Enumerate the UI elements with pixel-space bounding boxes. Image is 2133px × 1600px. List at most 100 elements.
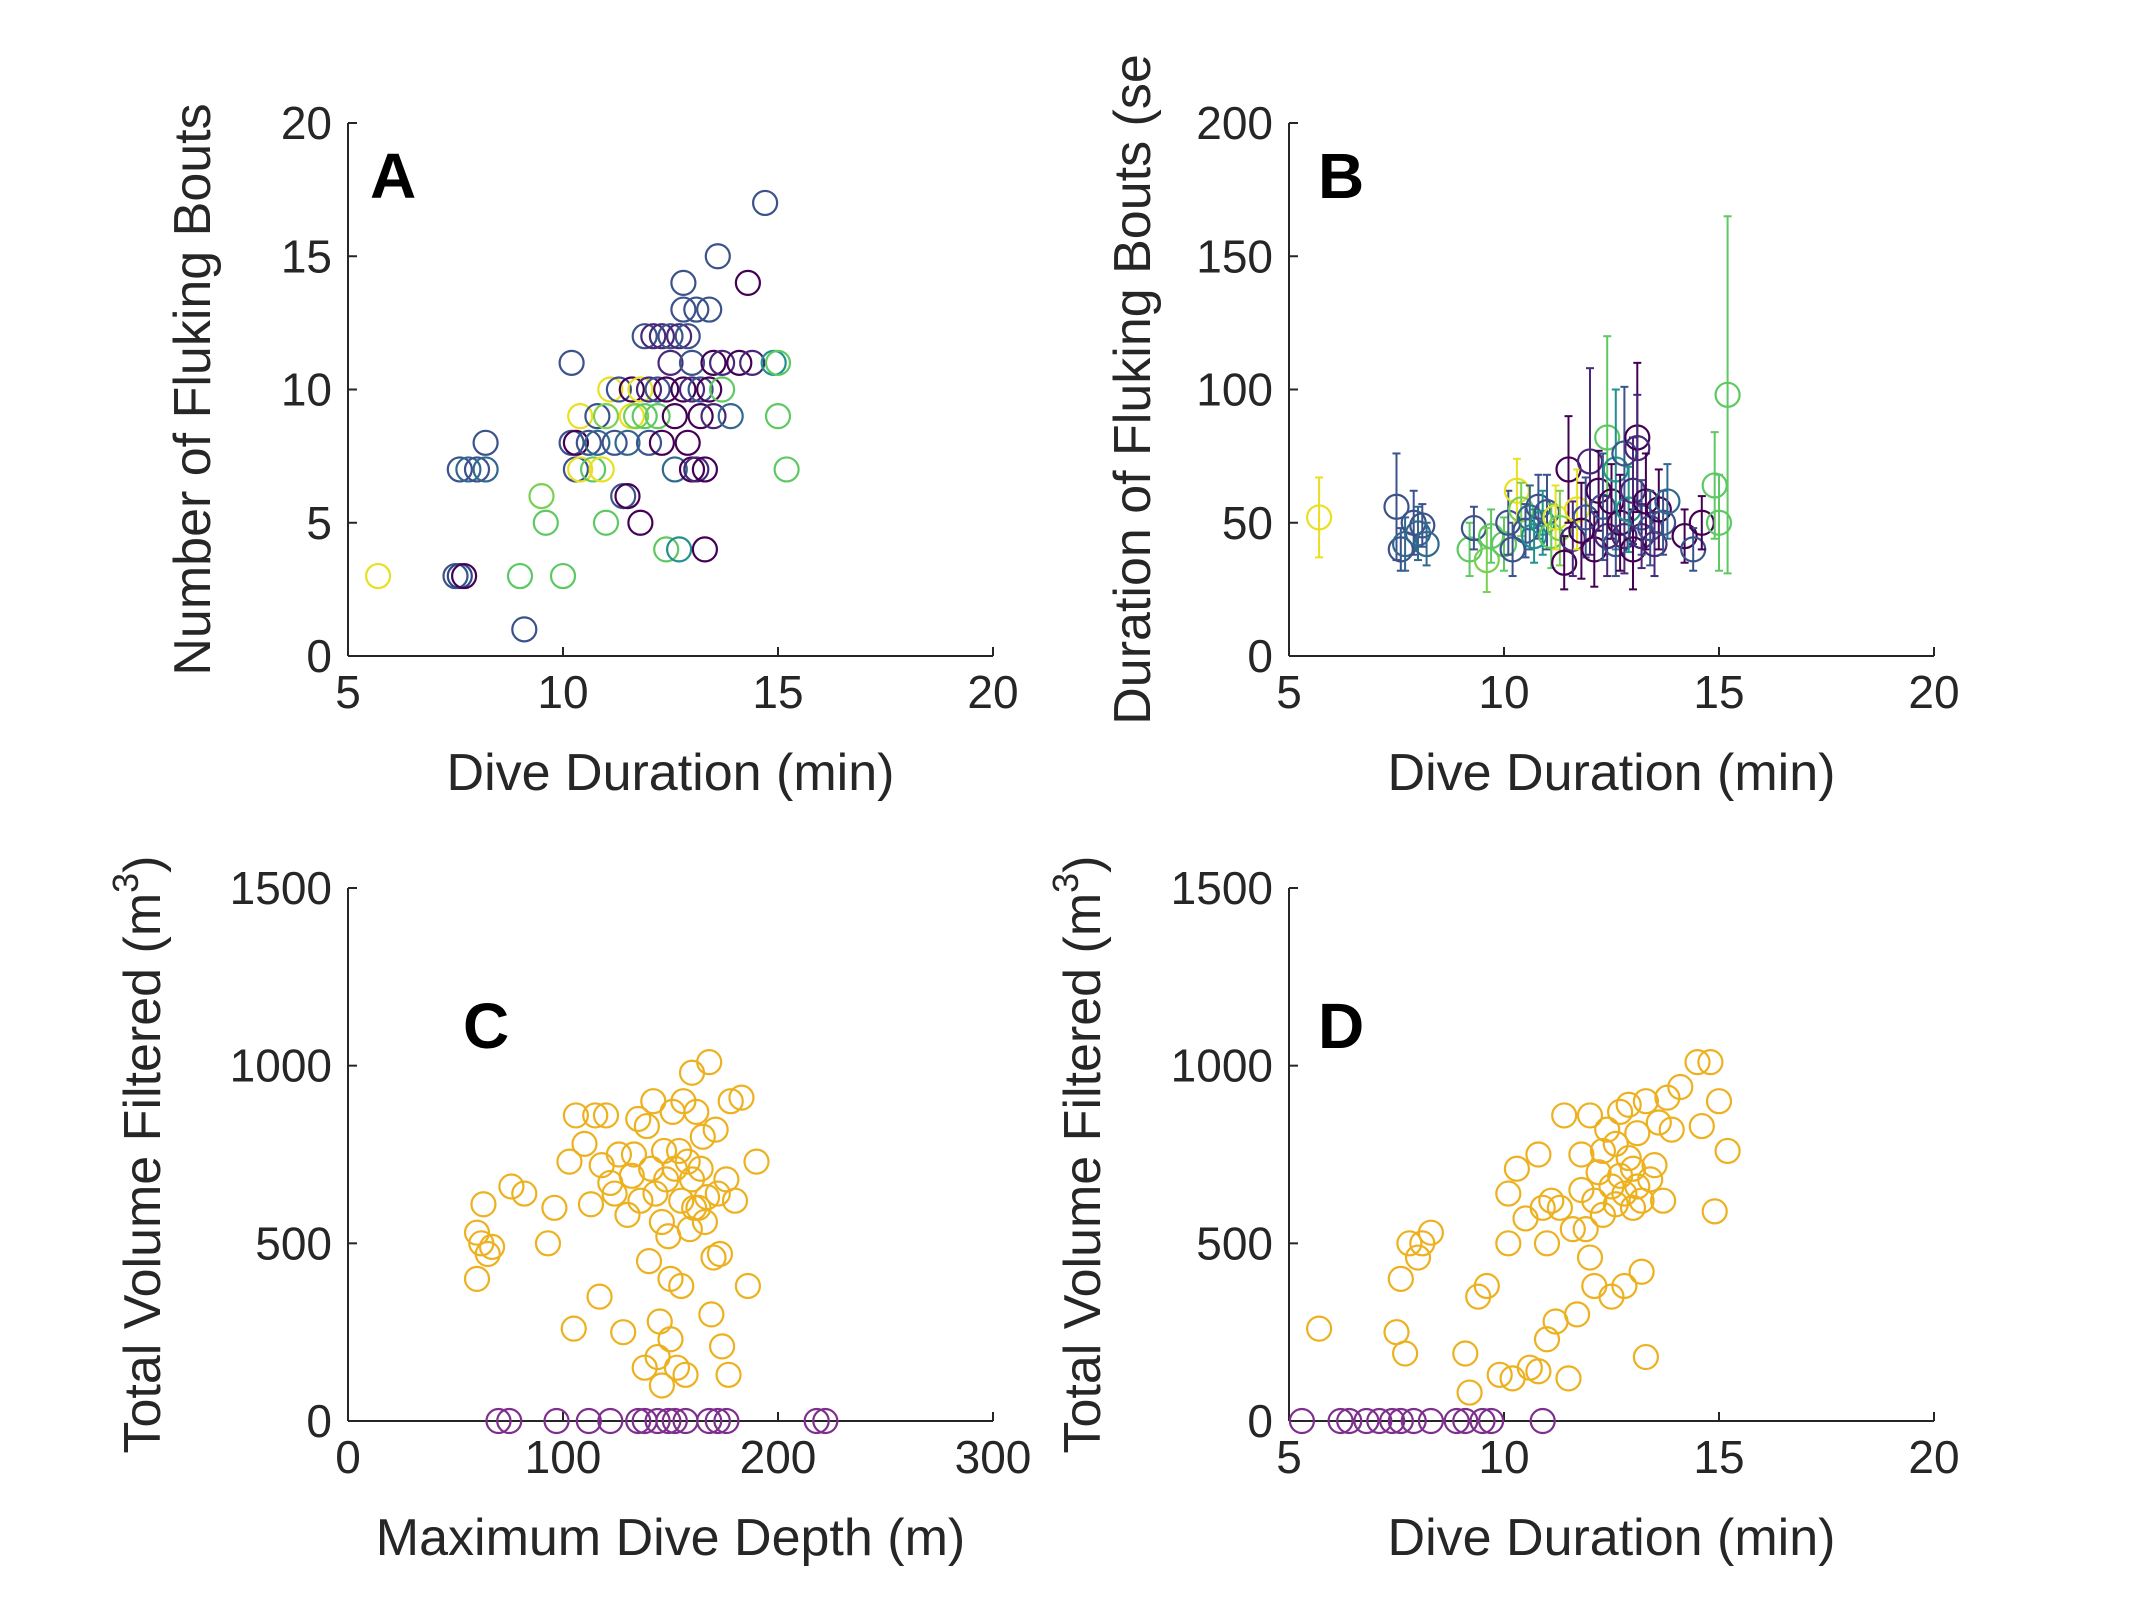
data-point	[646, 1308, 673, 1335]
data-point	[601, 1180, 628, 1207]
data-point	[1413, 530, 1440, 558]
panel-letter: D	[1318, 990, 1364, 1062]
data-point	[496, 1407, 523, 1435]
data-point	[478, 1233, 506, 1260]
data-point	[648, 1372, 676, 1399]
data-point	[1305, 504, 1333, 531]
data-point	[1649, 509, 1677, 536]
x-axis-label: Maximum Dive Depth (m)	[376, 1509, 965, 1567]
data-point	[1594, 1116, 1621, 1143]
data-point	[670, 376, 697, 403]
data-point	[717, 403, 744, 430]
data-point	[1529, 1407, 1556, 1435]
data-point	[618, 376, 645, 403]
data-point	[1400, 1407, 1427, 1435]
data-point	[1525, 1141, 1552, 1168]
data-point	[1336, 1407, 1363, 1435]
data-point	[1645, 1109, 1672, 1136]
data-point	[556, 1148, 583, 1175]
y-tick-label: 0	[1247, 1395, 1273, 1447]
data-point	[734, 1272, 762, 1300]
data-point	[588, 456, 615, 483]
data-point	[700, 349, 727, 376]
data-point	[683, 296, 710, 323]
data-point	[622, 403, 650, 430]
data-point	[1645, 496, 1672, 523]
data-point	[511, 616, 538, 643]
y-tick-label: 1500	[1171, 862, 1273, 914]
data-point	[751, 189, 779, 217]
panel-d: 5 10 15 20 0 500 1000 1500 Dive Duration (min) To…	[1045, 855, 1960, 1567]
data-point	[498, 1173, 525, 1200]
data-point	[631, 403, 658, 430]
data-point	[1594, 424, 1621, 451]
y-tick-label: 200	[1196, 97, 1273, 149]
data-point	[644, 376, 671, 403]
data-point	[451, 562, 478, 590]
data-point	[1611, 1272, 1638, 1300]
data-point	[470, 1191, 497, 1218]
data-point	[644, 1407, 671, 1435]
data-point	[567, 456, 594, 483]
y-axis-label: Total Volume Filtered (m3)	[1045, 855, 1112, 1453]
data-point	[534, 1230, 562, 1257]
data-point	[1391, 1340, 1419, 1367]
data-point	[1572, 1216, 1599, 1243]
data-point	[670, 269, 697, 296]
data-point	[696, 1407, 723, 1435]
data-point	[1671, 522, 1698, 550]
data-point	[726, 349, 753, 376]
data-point	[605, 1141, 633, 1168]
data-point	[657, 323, 684, 350]
data-point	[1624, 435, 1651, 462]
data-point	[1697, 1049, 1724, 1076]
data-point	[597, 376, 624, 403]
y-axis-label-main: Total Volume Filtered (m	[114, 893, 172, 1454]
data-point	[670, 296, 697, 323]
x-tick-label: 5	[335, 666, 361, 718]
data-point	[678, 349, 706, 376]
data-point	[584, 403, 611, 430]
data-point	[696, 1049, 723, 1076]
data-point	[708, 376, 736, 403]
data-point	[764, 403, 792, 430]
y-axis-label-main: Total Volume Filtered (m	[1054, 893, 1112, 1454]
data-point	[803, 1407, 830, 1435]
data-point	[657, 349, 684, 376]
data-point	[635, 429, 663, 456]
y-tick-label: 0	[306, 630, 332, 682]
x-axis-label: Dive Duration (min)	[1388, 1509, 1836, 1567]
data-point	[661, 1407, 688, 1435]
x-tick-label: 5	[1276, 1431, 1302, 1483]
data-point	[635, 376, 663, 403]
x-axis-label: Dive Duration (min)	[1388, 744, 1836, 802]
data-point	[644, 403, 671, 430]
y-tick-label: 50	[1222, 497, 1273, 549]
data-point	[1525, 1358, 1552, 1385]
data-point	[558, 349, 585, 376]
data-point	[562, 1102, 590, 1129]
data-point	[1495, 1230, 1522, 1257]
data-point	[1452, 1407, 1479, 1435]
data-point	[614, 429, 641, 456]
data-point	[1551, 549, 1578, 576]
data-point	[674, 323, 701, 350]
data-point	[1477, 1407, 1505, 1435]
data-point	[592, 509, 620, 536]
y-tick-label: 500	[1196, 1217, 1273, 1269]
data-point	[1615, 1144, 1642, 1172]
y-axis-label-superscript: 3	[1045, 873, 1086, 893]
panel-letter: A	[370, 140, 416, 212]
data-point	[678, 376, 706, 403]
x-tick-label: 20	[967, 666, 1018, 718]
data-point	[472, 456, 499, 483]
data-point	[728, 1084, 755, 1111]
data-point	[1606, 1098, 1634, 1125]
data-point	[700, 403, 727, 430]
data-point	[455, 456, 482, 483]
data-point	[674, 1148, 701, 1175]
data-point	[605, 376, 633, 403]
data-point	[648, 429, 676, 456]
